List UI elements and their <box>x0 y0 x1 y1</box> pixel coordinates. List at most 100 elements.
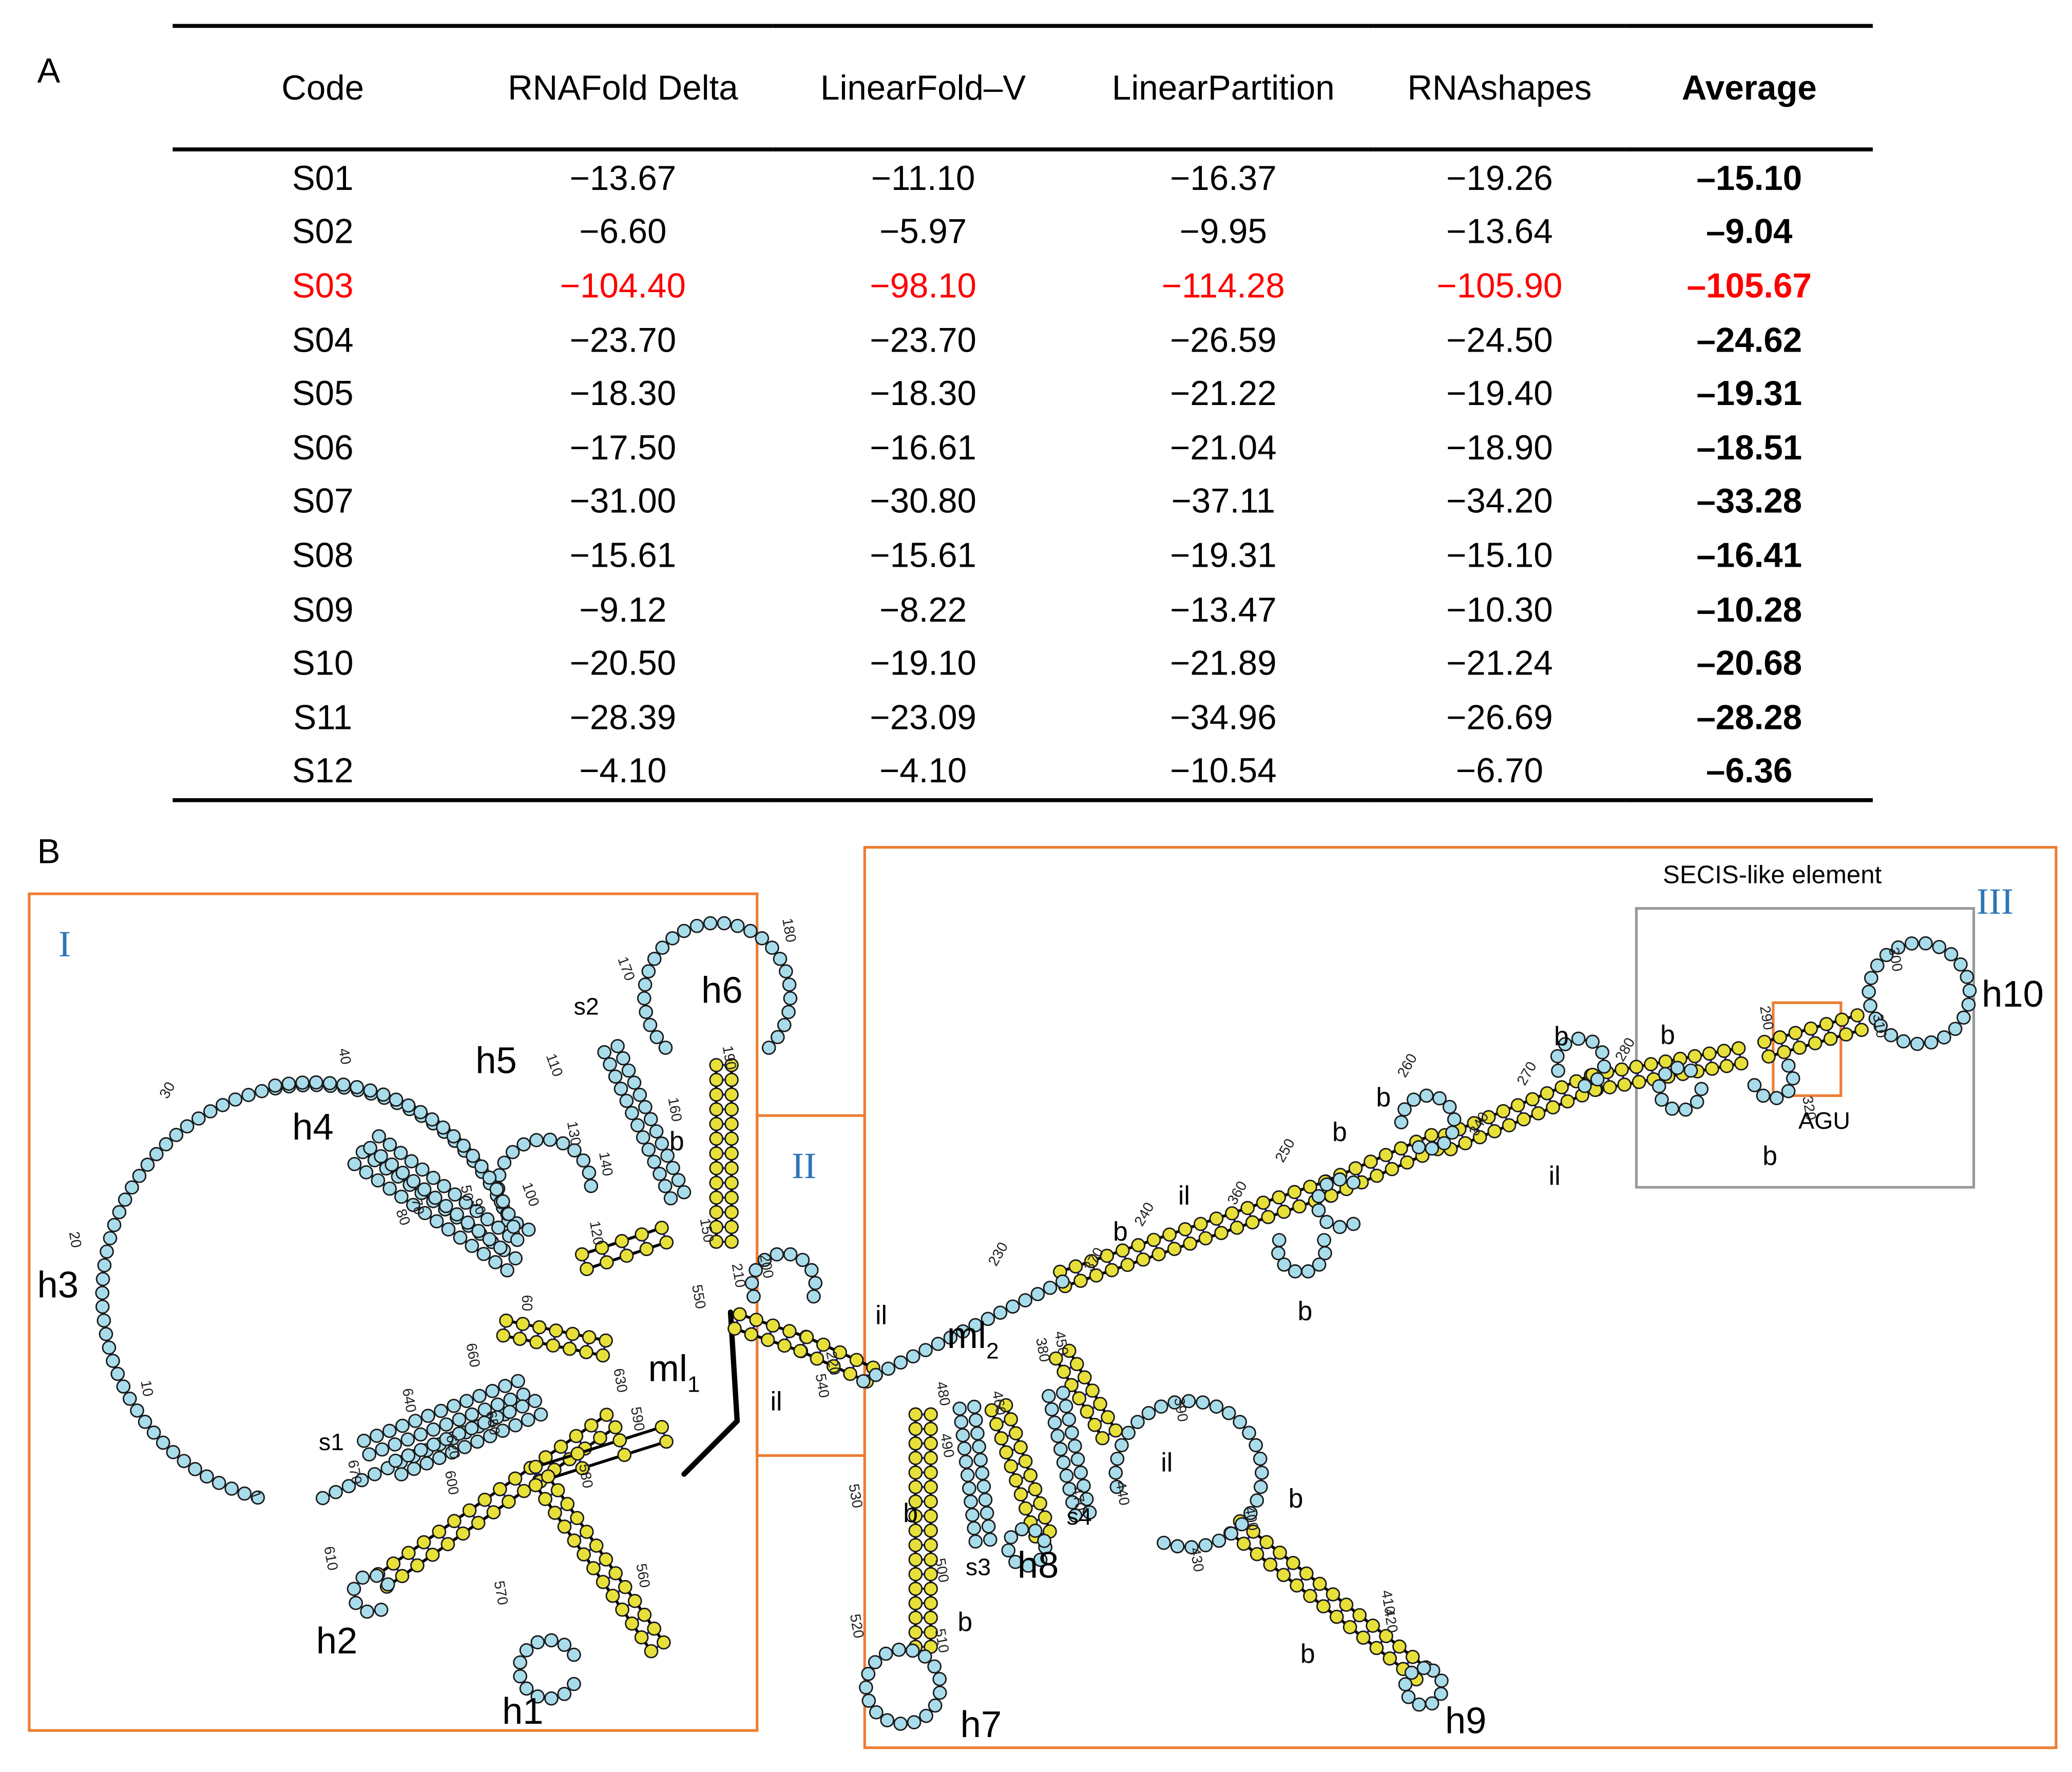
nucleotide <box>1055 1274 1070 1289</box>
nucleotide <box>1597 1059 1611 1074</box>
nucleotide <box>981 1519 996 1534</box>
nucleotide <box>406 1174 421 1188</box>
nucleotide <box>613 1082 628 1096</box>
nucleotide <box>1183 1236 1197 1251</box>
nucleotide <box>703 916 718 931</box>
nucleotide <box>724 1087 739 1102</box>
nucleotide <box>653 1166 667 1181</box>
nucleotide <box>1230 1220 1244 1235</box>
cell-linearpartition: −26.59 <box>1169 319 1277 360</box>
cell-code: S10 <box>292 643 354 683</box>
nucleotide <box>955 1428 970 1442</box>
region-boxes <box>28 846 2058 1749</box>
nucleotide <box>519 1643 534 1658</box>
nucleotide <box>958 1454 973 1469</box>
nucleotide <box>421 1409 435 1423</box>
nucleotide <box>188 1462 202 1476</box>
nucleotide <box>770 1247 784 1262</box>
nucleotide <box>625 1616 639 1631</box>
loop-390-il <box>1108 1394 1269 1554</box>
loop-320 <box>1747 1058 1800 1105</box>
position-tick-620: 620 <box>443 1433 463 1460</box>
cell-linearpartition: −10.54 <box>1073 744 1374 803</box>
nucleotide <box>1233 1415 1247 1429</box>
nucleotide <box>474 1159 489 1174</box>
nucleotide <box>1854 1023 1869 1037</box>
nucleotide <box>439 1417 454 1432</box>
nucleotide <box>1781 1058 1796 1073</box>
nucleotide <box>1773 1030 1787 1045</box>
nucleotide <box>1687 1049 1702 1064</box>
position-tick-580: 580 <box>575 1462 596 1489</box>
nucleotide <box>1253 1479 1268 1494</box>
cell-rnafold: −28.39 <box>569 697 677 737</box>
strand-a <box>539 1440 668 1483</box>
hairpin-s4 <box>1042 1385 1097 1523</box>
position-tick-490: 490 <box>937 1432 957 1459</box>
nucleotide <box>1404 1665 1419 1680</box>
nucleotide <box>908 1451 923 1466</box>
nucleotide <box>515 1399 530 1414</box>
cell-rnashapes: −15.10 <box>1446 535 1553 575</box>
nucleotide <box>724 1190 739 1205</box>
nucleotide <box>500 1263 514 1278</box>
nucleotide <box>1013 1440 1028 1455</box>
nucleotide <box>978 1492 993 1507</box>
nucleotide <box>1009 1473 1023 1488</box>
nucleotide <box>952 1401 967 1416</box>
nucleotide <box>528 1478 543 1493</box>
position-tick-510: 510 <box>931 1627 952 1654</box>
nucleotide <box>893 1717 908 1731</box>
nucleotide <box>579 1345 593 1359</box>
nucleotide <box>1629 1060 1644 1074</box>
internal-loop-label: il <box>875 1300 887 1330</box>
nucleotide <box>1018 1454 1033 1469</box>
nucleotide <box>1008 1426 1023 1440</box>
nucleotide <box>349 1595 363 1610</box>
nucleotide <box>744 1327 759 1342</box>
nucleotide <box>1259 1535 1274 1550</box>
nucleotide <box>1043 1280 1058 1295</box>
nucleotide <box>919 1708 933 1723</box>
nucleotide <box>465 1239 479 1253</box>
nucleotide <box>102 1340 117 1355</box>
nucleotide <box>907 1715 922 1729</box>
nucleotide <box>482 1232 497 1246</box>
nucleotide <box>1425 1696 1440 1711</box>
nucleotide <box>637 1607 652 1622</box>
nucleotide <box>453 1230 468 1245</box>
stem-220 <box>793 1330 880 1389</box>
nucleotide <box>1214 1226 1229 1240</box>
nucleotide <box>1690 1094 1704 1109</box>
nucleotide <box>908 1596 923 1611</box>
nucleotide <box>1339 1597 1354 1612</box>
nucleotide <box>374 1603 389 1617</box>
nucleotide <box>506 1219 521 1234</box>
nucleotide <box>1005 1299 1020 1314</box>
position-tick-160: 160 <box>664 1096 685 1123</box>
nucleotide <box>968 1534 983 1549</box>
cell-average: –28.28 <box>1696 697 1802 737</box>
nucleotide <box>908 1625 923 1640</box>
nucleotide <box>1447 1112 1462 1127</box>
nucleotide <box>1531 1106 1546 1121</box>
nucleotide <box>709 1087 724 1102</box>
helix-label-h3: h3 <box>37 1264 79 1306</box>
nucleotide <box>497 1155 512 1170</box>
nucleotide <box>795 1253 810 1267</box>
nucleotide <box>1303 1589 1317 1603</box>
header-linearpartition: LinearPartition <box>1073 24 1374 151</box>
nucleotide <box>658 1179 673 1193</box>
nucleotide <box>1008 1554 1023 1569</box>
nucleotide <box>1862 985 1876 999</box>
nucleotide <box>1286 1556 1300 1570</box>
nucleotide <box>1110 1451 1125 1466</box>
nucleotide <box>508 1251 523 1266</box>
table-body: S01 −13.67 −11.10 −16.37 −19.26 –15.10 S02 −6.6… <box>172 149 1873 803</box>
nucleotide <box>251 1490 265 1505</box>
nucleotide <box>557 1687 572 1701</box>
nucleotide <box>521 1222 536 1237</box>
nucleotide <box>1332 1220 1347 1235</box>
nucleotide <box>908 1407 923 1422</box>
